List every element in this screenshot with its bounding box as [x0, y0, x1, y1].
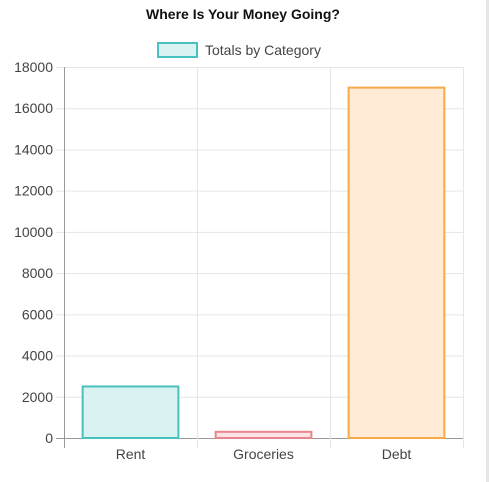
y-tick-label: 10000 — [14, 224, 53, 240]
window-edge — [486, 0, 489, 482]
y-tick-label: 6000 — [22, 306, 53, 322]
x-axis: Rent Groceries Debt — [116, 446, 412, 462]
y-tick-label: 18000 — [14, 59, 53, 75]
x-tick-label: Debt — [382, 446, 412, 462]
legend-label: Totals by Category — [205, 42, 321, 58]
legend[interactable]: Totals by Category — [157, 42, 321, 58]
y-axis: 0 2000 4000 6000 8000 10000 12000 14000 16000 180… — [14, 59, 53, 446]
y-tick-label: 16000 — [14, 100, 53, 116]
y-tick-label: 2000 — [22, 389, 53, 405]
bar-groceries[interactable] — [214, 430, 313, 440]
y-tick-label: 12000 — [14, 183, 53, 199]
x-tick-label: Rent — [116, 446, 146, 462]
bar-debt[interactable] — [347, 86, 446, 439]
chart-title: Where Is Your Money Going? — [146, 6, 340, 22]
y-tick-label: 0 — [45, 430, 53, 446]
x-tick-label: Groceries — [233, 446, 294, 462]
y-tick-label: 4000 — [22, 348, 53, 364]
y-tick-label: 14000 — [14, 141, 53, 157]
y-tick-label: 8000 — [22, 265, 53, 281]
bar-rent[interactable] — [81, 385, 180, 440]
bars — [81, 86, 446, 440]
legend-swatch — [157, 42, 198, 58]
